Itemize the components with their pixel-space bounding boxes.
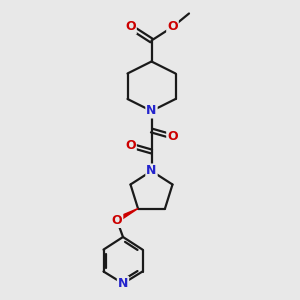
Polygon shape [118, 208, 138, 221]
Text: N: N [118, 277, 128, 290]
Text: O: O [112, 214, 122, 227]
Text: N: N [146, 164, 157, 178]
Text: O: O [167, 130, 178, 143]
Text: O: O [125, 20, 136, 34]
Text: O: O [125, 139, 136, 152]
Text: N: N [146, 104, 157, 118]
Text: O: O [167, 20, 178, 34]
